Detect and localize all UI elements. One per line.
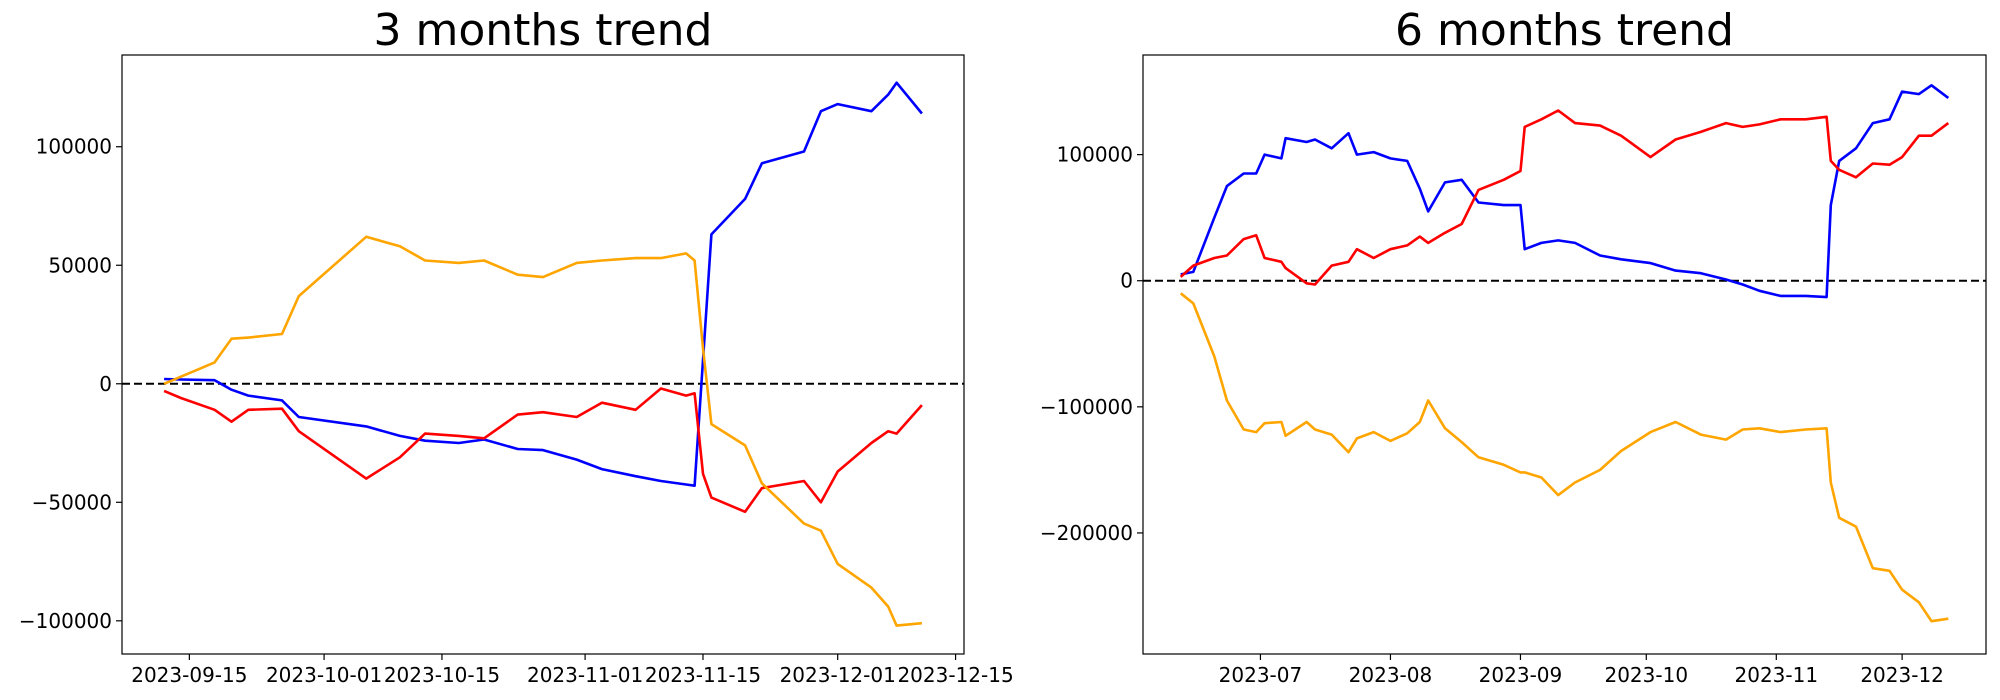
y-tick-label: −50000 (32, 490, 112, 514)
series-line (164, 81, 923, 487)
chart-title: 3 months trend (374, 5, 713, 56)
x-tick-label: 2023-11 (1735, 663, 1819, 687)
series-line (1179, 292, 1949, 623)
series-line (1179, 109, 1950, 286)
y-tick-label: 100000 (36, 135, 112, 159)
y-tick-label: 100000 (1057, 143, 1133, 167)
y-tick-label: 0 (1120, 269, 1133, 293)
y-tick-label: −100000 (1040, 395, 1133, 419)
plot-frame (121, 54, 965, 655)
x-tick-label: 2023-12-15 (897, 663, 1013, 687)
chart-title: 6 months trend (1395, 5, 1734, 56)
y-tick-label: 50000 (48, 253, 112, 277)
series-line (163, 387, 923, 514)
x-tick-label: 2023-09 (1479, 663, 1563, 687)
x-tick-label: 2023-11-15 (645, 663, 761, 687)
y-tick-label: 0 (99, 372, 112, 396)
x-tick-label: 2023-08 (1349, 663, 1433, 687)
x-tick-label: 2023-09-15 (131, 663, 247, 687)
x-tick-label: 2023-12-01 (780, 663, 896, 687)
series-line (163, 235, 923, 627)
series-line (1180, 84, 1950, 299)
x-tick-label: 2023-10-15 (384, 663, 500, 687)
x-tick-label: 2023-12 (1860, 663, 1944, 687)
x-tick-label: 2023-11-01 (527, 663, 643, 687)
plot-frame (1142, 54, 1987, 655)
y-tick-label: −200000 (1040, 521, 1133, 545)
x-tick-label: 2023-07 (1219, 663, 1303, 687)
y-tick-label: −100000 (19, 609, 112, 633)
x-tick-label: 2023-10-01 (266, 663, 382, 687)
x-tick-label: 2023-10 (1604, 663, 1688, 687)
